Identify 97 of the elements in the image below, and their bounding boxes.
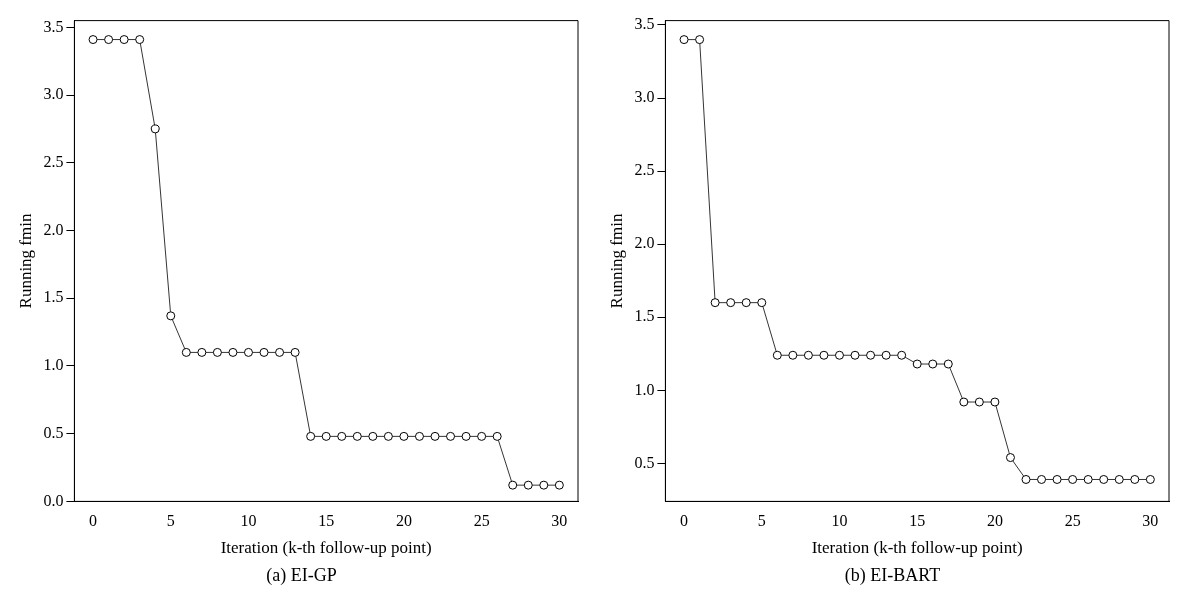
- x-tick-label: 15: [908, 512, 925, 530]
- y-tick-label: 2.0: [42, 220, 63, 238]
- point: [414, 431, 424, 441]
- point: [1052, 474, 1062, 484]
- point: [1114, 474, 1124, 484]
- point: [538, 480, 548, 490]
- x-tick-label: 0: [679, 512, 688, 530]
- point: [103, 35, 113, 45]
- y-tick-label: 1.5: [633, 307, 654, 325]
- point: [430, 431, 439, 441]
- x-tick-label: 25: [473, 512, 490, 530]
- x-tick-label: 30: [1141, 512, 1158, 530]
- point: [290, 347, 300, 357]
- point: [1129, 474, 1139, 484]
- y-tick-label: 2.5: [42, 153, 63, 171]
- x-tick-label: 0: [88, 512, 97, 530]
- point: [927, 359, 937, 369]
- y-axis-title: Running fmin: [15, 213, 35, 309]
- text: (a) EI-GP: [266, 565, 337, 586]
- point: [134, 35, 144, 45]
- point: [803, 350, 813, 360]
- point: [227, 347, 237, 357]
- point: [1098, 474, 1108, 484]
- point: [321, 431, 331, 441]
- x-tick-label: 20: [395, 512, 412, 530]
- point: [181, 347, 191, 357]
- x-tick-label: 20: [986, 512, 1003, 530]
- point: [305, 431, 315, 441]
- point: [679, 35, 689, 45]
- point: [1021, 474, 1030, 484]
- point: [243, 347, 253, 357]
- point: [865, 350, 875, 360]
- point: [881, 350, 891, 360]
- point: [352, 431, 362, 441]
- point: [259, 347, 269, 357]
- point: [772, 350, 782, 360]
- point: [989, 397, 999, 407]
- y-tick-label: 1.0: [633, 380, 654, 398]
- x-tick-label: 5: [757, 512, 766, 530]
- point: [958, 397, 968, 407]
- point: [1005, 453, 1015, 463]
- y-tick-label: 0.0: [42, 491, 63, 509]
- point: [554, 480, 564, 490]
- point: [850, 350, 860, 360]
- point: [476, 431, 486, 441]
- point: [1145, 474, 1155, 484]
- x-tick-label: 15: [317, 512, 334, 530]
- point: [1083, 474, 1093, 484]
- y-tick-label: 2.0: [633, 234, 654, 252]
- point: [212, 347, 222, 357]
- point: [974, 397, 984, 407]
- point: [383, 431, 393, 441]
- point: [834, 350, 844, 360]
- point: [165, 311, 175, 321]
- y-tick-label: 0.5: [42, 423, 63, 441]
- x-tick-label: 10: [239, 512, 256, 530]
- point: [398, 431, 408, 441]
- point: [756, 298, 766, 308]
- point: [818, 350, 828, 360]
- point: [943, 359, 953, 369]
- point: [119, 35, 129, 45]
- y-tick-label: 2.5: [633, 161, 654, 179]
- y-tick-label: 0.5: [633, 453, 654, 471]
- text: (b) EI-BART: [844, 565, 941, 586]
- point: [725, 298, 735, 308]
- x-axis-title: Iteration (k-th follow-up point): [811, 538, 1023, 558]
- point: [196, 347, 206, 357]
- point: [88, 35, 98, 45]
- y-tick-label: 3.5: [633, 15, 654, 33]
- x-tick-label: 25: [1064, 512, 1081, 530]
- point: [274, 347, 284, 357]
- point: [912, 359, 922, 369]
- point: [523, 480, 533, 490]
- point: [492, 431, 502, 441]
- x-tick-label: 30: [550, 512, 567, 530]
- point: [787, 350, 797, 360]
- point: [445, 431, 455, 441]
- x-tick-label: 5: [166, 512, 175, 530]
- point: [1036, 474, 1046, 484]
- y-axis-title: Running fmin: [606, 213, 626, 309]
- point: [336, 431, 346, 441]
- y-tick-label: 3.0: [633, 88, 654, 106]
- x-axis-title: Iteration (k-th follow-up point): [220, 538, 432, 558]
- point: [461, 431, 471, 441]
- y-tick-label: 3.5: [42, 17, 63, 35]
- point: [694, 35, 704, 45]
- point: [710, 298, 720, 308]
- point: [1067, 474, 1077, 484]
- y-tick-label: 1.5: [42, 288, 63, 306]
- point: [741, 298, 751, 308]
- point: [896, 350, 906, 360]
- y-tick-label: 1.0: [42, 356, 63, 374]
- y-tick-label: 3.0: [42, 85, 63, 103]
- point: [507, 480, 517, 490]
- x-tick-label: 10: [830, 512, 847, 530]
- point: [367, 431, 377, 441]
- point: [150, 124, 160, 134]
